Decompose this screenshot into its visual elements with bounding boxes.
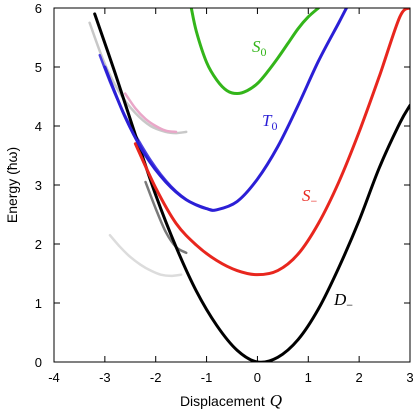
curve-label-t0: T0	[262, 111, 277, 133]
series-line-d	[93, 12, 410, 362]
x-tick-label--3: -3	[99, 370, 111, 385]
branch-faint-pink	[123, 92, 178, 134]
y-tick-label-1: 1	[35, 296, 42, 311]
plot-frame	[53, 7, 411, 363]
curve-label-d-minus: D−	[333, 290, 353, 312]
x-tick-label-1: 1	[305, 370, 312, 385]
y-tick-label-2: 2	[35, 237, 42, 252]
series-line-s	[133, 8, 410, 277]
y-tick-label-5: 5	[35, 60, 42, 75]
y-tick-label-6: 6	[35, 1, 42, 16]
x-tick-label--4: -4	[48, 370, 60, 385]
x-tick-label--1: -1	[201, 370, 213, 385]
series-line-t0	[103, 8, 348, 212]
x-axis-label: Displacement Q	[180, 391, 282, 410]
curve-label-s0: S0	[252, 37, 267, 59]
y-tick-label-0: 0	[35, 355, 42, 370]
y-axis-label: Energy (ħω)	[4, 147, 20, 223]
branch-grey-crossing	[144, 180, 188, 255]
y-tick-label-4: 4	[35, 119, 42, 134]
curve-label-s-minus: S−	[302, 186, 318, 208]
y-tick-label-3: 3	[35, 178, 42, 193]
x-tick-label--2: -2	[150, 370, 162, 385]
series-line-s0	[189, 8, 320, 96]
x-tick-label-3: 3	[406, 370, 413, 385]
x-tick-label-0: 0	[254, 370, 261, 385]
x-tick-label-2: 2	[356, 370, 363, 385]
branch-faint-grey-lower	[108, 233, 183, 278]
